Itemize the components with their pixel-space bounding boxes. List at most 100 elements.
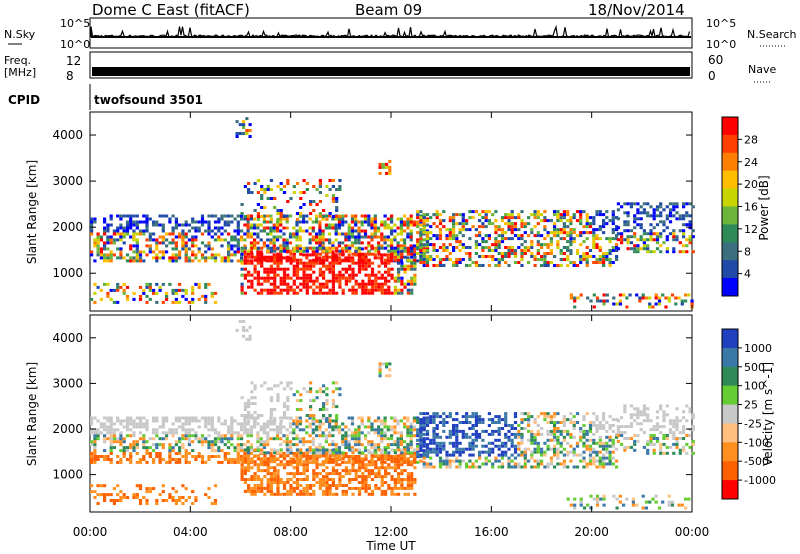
data-cell: [145, 217, 149, 221]
data-cell: [348, 249, 352, 253]
data-cell: [246, 416, 250, 420]
data-cell: [416, 421, 420, 424]
data-cell: [412, 434, 416, 438]
data-cell: [374, 475, 378, 479]
data-cell: [260, 484, 264, 487]
data-cell: [279, 381, 283, 385]
data-cell: [419, 240, 423, 244]
data-cell: [639, 211, 643, 215]
data-cell: [422, 438, 426, 442]
data-cell: [374, 460, 378, 464]
data-cell: [374, 288, 378, 292]
data-cell: [337, 256, 341, 260]
data-cell: [138, 259, 143, 263]
data-cell: [344, 489, 348, 493]
data-cell: [96, 232, 100, 236]
data-cell: [132, 446, 136, 450]
data-cell: [388, 159, 392, 163]
data-cell: [419, 424, 423, 427]
data-cell: [263, 457, 267, 461]
data-cell: [242, 123, 246, 127]
data-cell: [285, 437, 289, 441]
data-cell: [324, 238, 328, 242]
data-cell: [410, 249, 414, 253]
data-cell: [312, 475, 316, 479]
data-cell: [572, 427, 576, 430]
data-cell: [331, 255, 335, 259]
data-cell: [556, 447, 560, 451]
data-cell: [370, 235, 374, 239]
data-cell: [481, 216, 485, 220]
data-cell: [623, 229, 627, 233]
data-cell: [187, 416, 191, 420]
data-cell: [458, 462, 462, 466]
data-cell: [448, 231, 452, 235]
data-cell: [247, 489, 251, 493]
data-cell: [217, 446, 221, 450]
data-cell: [220, 434, 224, 438]
data-cell: [497, 261, 501, 264]
data-cell: [249, 452, 253, 455]
data-cell: [438, 450, 443, 454]
data-cell: [321, 229, 325, 233]
data-cell: [589, 299, 593, 303]
data-cell: [311, 229, 315, 233]
data-cell: [575, 219, 580, 223]
data-cell: [429, 258, 433, 261]
data-cell: [396, 232, 400, 236]
data-cell: [236, 232, 240, 236]
data-cell: [468, 237, 472, 241]
data-cell: [595, 258, 599, 261]
data-cell: [504, 418, 508, 422]
data-cell: [279, 481, 283, 484]
data-cell: [357, 232, 361, 236]
data-cell: [194, 499, 198, 502]
data-cell: [585, 432, 589, 436]
data-cell: [249, 434, 253, 438]
data-cell: [406, 434, 410, 438]
data-cell: [500, 240, 505, 244]
data-cell: [553, 432, 557, 436]
data-cell: [266, 188, 270, 191]
data-cell: [282, 267, 287, 271]
data-cell: [361, 481, 365, 484]
data-cell: [315, 463, 319, 467]
data-cell: [455, 424, 459, 427]
data-cell: [243, 258, 247, 262]
data-cell: [553, 424, 557, 427]
data-cell: [302, 452, 306, 455]
data-cell: [380, 457, 384, 461]
data-cell: [438, 231, 443, 235]
data-cell: [452, 444, 456, 448]
data-cell: [682, 214, 686, 218]
data-cell: [387, 270, 391, 274]
data-cell: [435, 412, 439, 416]
data-cell: [155, 431, 159, 435]
data-cell: [595, 465, 599, 469]
data-cell: [546, 429, 550, 433]
data-cell: [397, 276, 401, 280]
data-cell: [602, 453, 606, 457]
data-cell: [269, 448, 273, 452]
data-cell: [487, 447, 491, 451]
data-cell: [93, 460, 97, 464]
data-cell: [135, 422, 139, 426]
data-cell: [507, 462, 511, 466]
data-cell: [338, 285, 342, 289]
data-cell: [288, 443, 293, 447]
data-cell: [471, 465, 475, 469]
data-cell: [103, 493, 107, 497]
data-cell: [455, 441, 459, 445]
data-cell: [406, 451, 410, 455]
data-cell: [312, 416, 316, 420]
data-cell: [248, 337, 252, 341]
data-cell: [305, 484, 309, 487]
data-cell: [633, 442, 637, 446]
data-cell: [194, 419, 198, 423]
data-cell: [373, 235, 377, 239]
data-cell: [213, 437, 218, 441]
data-cell: [155, 241, 159, 245]
data-cell: [641, 293, 645, 297]
data-cell: [380, 282, 384, 286]
data-cell: [256, 215, 260, 218]
